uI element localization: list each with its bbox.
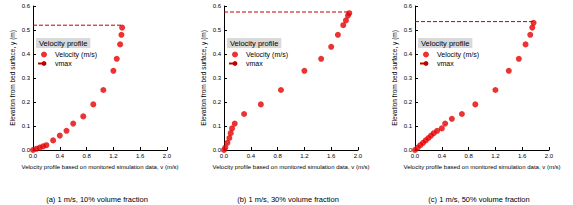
svg-text:0.4: 0.4 <box>56 153 65 159</box>
svg-text:1.6: 1.6 <box>518 153 527 159</box>
svg-text:0.6: 0.6 <box>22 3 31 9</box>
svg-text:0.4: 0.4 <box>404 51 413 57</box>
svg-text:0.2: 0.2 <box>404 99 413 105</box>
svg-text:0.0: 0.0 <box>403 147 412 153</box>
svg-text:0.4: 0.4 <box>22 51 31 57</box>
svg-text:0.0: 0.0 <box>411 153 420 159</box>
svg-text:0.0: 0.0 <box>220 153 229 159</box>
svg-text:1.2: 1.2 <box>300 153 309 159</box>
svg-text:0.1: 0.1 <box>22 123 31 129</box>
svg-text:1.2: 1.2 <box>109 153 118 159</box>
svg-text:Velocity profile: Velocity profile <box>421 39 469 48</box>
svg-text:1.6: 1.6 <box>136 153 145 159</box>
svg-text:vmax: vmax <box>246 60 263 67</box>
svg-text:0.8: 0.8 <box>82 153 91 159</box>
svg-text:0.0: 0.0 <box>29 153 38 159</box>
svg-text:0.2: 0.2 <box>213 99 222 105</box>
svg-text:0.6: 0.6 <box>213 3 222 9</box>
svg-text:2.0: 2.0 <box>163 153 172 159</box>
svg-text:0.6: 0.6 <box>404 3 413 9</box>
svg-text:Elevation from bed surface, y: Elevation from bed surface, y (m) <box>200 30 208 126</box>
svg-text:1.2: 1.2 <box>491 153 500 159</box>
svg-text:0.4: 0.4 <box>438 153 447 159</box>
svg-text:0.4: 0.4 <box>247 153 256 159</box>
svg-text:0.4: 0.4 <box>213 51 222 57</box>
svg-text:0.1: 0.1 <box>213 123 222 129</box>
svg-text:Velocity (m/s): Velocity (m/s) <box>246 51 288 59</box>
svg-text:0.0: 0.0 <box>212 147 221 153</box>
svg-text:Velocity profile based on moni: Velocity profile based on monitored simu… <box>21 164 178 170</box>
svg-text:2.0: 2.0 <box>545 153 554 159</box>
svg-text:(a) 1 m/s, 10% volume fraction: (a) 1 m/s, 10% volume fraction <box>46 195 148 204</box>
svg-text:vmax: vmax <box>55 60 72 67</box>
svg-text:2.0: 2.0 <box>354 153 363 159</box>
svg-text:0.0: 0.0 <box>21 147 30 153</box>
svg-text:0.5: 0.5 <box>22 27 31 33</box>
svg-text:Elevation from bed surface, y: Elevation from bed surface, y (m) <box>391 30 399 126</box>
svg-text:Velocity profile based on moni: Velocity profile based on monitored simu… <box>403 164 560 170</box>
svg-text:0.8: 0.8 <box>273 153 282 159</box>
svg-text:0.5: 0.5 <box>213 27 222 33</box>
svg-text:Velocity profile: Velocity profile <box>39 39 87 48</box>
svg-text:Velocity profile based on moni: Velocity profile based on monitored simu… <box>212 164 369 170</box>
svg-text:0.3: 0.3 <box>404 75 413 81</box>
svg-text:0.3: 0.3 <box>213 75 222 81</box>
svg-text:0.1: 0.1 <box>404 123 413 129</box>
svg-text:Velocity profile: Velocity profile <box>230 39 278 48</box>
svg-text:vmax: vmax <box>437 60 454 67</box>
svg-text:Elevation from bed surface, y: Elevation from bed surface, y (m) <box>9 30 17 126</box>
svg-text:0.2: 0.2 <box>22 99 31 105</box>
svg-text:(c) 1 m/s, 50% volume fraction: (c) 1 m/s, 50% volume fraction <box>428 195 529 204</box>
svg-text:0.5: 0.5 <box>404 27 413 33</box>
svg-text:0.8: 0.8 <box>464 153 473 159</box>
svg-text:Velocity (m/s): Velocity (m/s) <box>55 51 97 59</box>
svg-text:1.6: 1.6 <box>327 153 336 159</box>
svg-text:(b) 1 m/s, 30% volume fraction: (b) 1 m/s, 30% volume fraction <box>237 195 339 204</box>
svg-text:Velocity (m/s): Velocity (m/s) <box>437 51 479 59</box>
svg-text:0.3: 0.3 <box>22 75 31 81</box>
